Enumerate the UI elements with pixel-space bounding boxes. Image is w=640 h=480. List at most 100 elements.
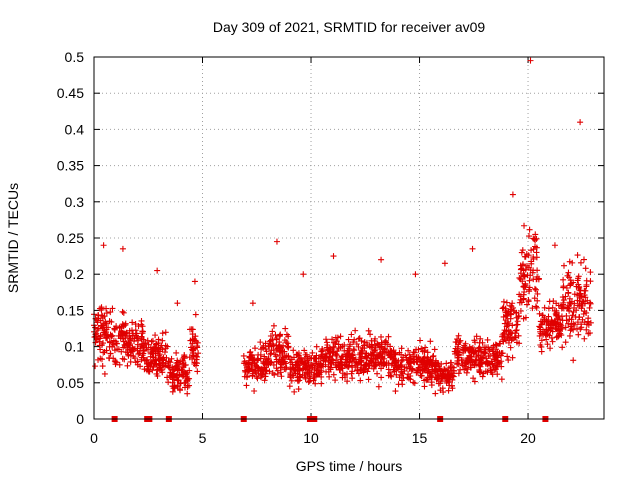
data-point (543, 318, 550, 325)
data-point (516, 274, 523, 281)
data-point (269, 328, 276, 335)
data-point (138, 317, 145, 324)
data-point (454, 357, 461, 364)
data-point (101, 370, 108, 377)
data-point (555, 302, 562, 309)
data-point (392, 388, 399, 395)
chart-title: Day 309 of 2021, SRMTID for receiver av0… (213, 19, 486, 35)
data-point (267, 351, 274, 358)
data-point (409, 366, 416, 373)
data-point (372, 362, 379, 369)
data-point (577, 119, 584, 126)
data-point (303, 362, 310, 369)
data-point (508, 311, 515, 318)
data-point (193, 359, 200, 366)
data-point (560, 297, 567, 304)
y-tick-label: 0.3 (65, 194, 85, 210)
data-point (430, 352, 437, 359)
data-point (500, 313, 507, 320)
data-point (118, 348, 125, 355)
data-point (568, 298, 575, 305)
data-point (173, 349, 180, 356)
data-point (479, 373, 486, 380)
data-point (445, 387, 452, 394)
data-point (318, 380, 325, 387)
data-point (405, 375, 412, 382)
data-point (302, 351, 309, 358)
data-point (438, 373, 445, 380)
data-point (526, 277, 533, 284)
data-point (300, 271, 307, 278)
data-point (327, 358, 334, 365)
data-point (349, 357, 356, 364)
data-point (434, 376, 441, 383)
data-point (584, 318, 591, 325)
data-point (127, 358, 134, 365)
data-point (330, 253, 337, 260)
data-point (262, 364, 269, 371)
data-point (527, 272, 534, 279)
data-point (571, 321, 578, 328)
data-point (580, 256, 587, 263)
data-point (562, 339, 569, 346)
data-point (170, 370, 177, 377)
data-point (374, 370, 381, 377)
data-point (483, 355, 490, 362)
data-point (578, 293, 585, 300)
data-point (332, 334, 339, 341)
data-point (270, 361, 277, 368)
data-point (269, 336, 276, 343)
data-point (587, 300, 594, 307)
data-point (568, 316, 575, 323)
data-point (121, 356, 128, 363)
data-point (448, 383, 455, 390)
data-point (470, 375, 477, 382)
data-point (559, 325, 566, 332)
data-point (426, 359, 433, 366)
data-point (329, 336, 336, 343)
data-point (385, 372, 392, 379)
data-point (364, 354, 371, 361)
data-point (327, 366, 334, 373)
data-point (314, 371, 321, 378)
data-point (109, 305, 116, 312)
data-point (103, 320, 110, 327)
data-point (504, 319, 511, 326)
data-point (424, 369, 431, 376)
data-point (504, 353, 511, 360)
data-point (358, 337, 365, 344)
data-point (132, 321, 139, 328)
data-point (193, 353, 200, 360)
data-point (100, 242, 107, 249)
data-point (270, 322, 277, 329)
data-point (297, 374, 304, 381)
data-point (127, 352, 134, 359)
data-point (418, 345, 425, 352)
data-point (186, 354, 193, 361)
data-point (296, 377, 303, 384)
data-point (257, 351, 264, 358)
data-point (544, 341, 551, 348)
data-point (92, 324, 99, 331)
data-point (178, 366, 185, 373)
data-point (534, 267, 541, 274)
data-point (159, 330, 166, 337)
data-point (385, 333, 392, 340)
data-point (177, 380, 184, 387)
data-point (368, 358, 375, 365)
data-point (132, 359, 139, 366)
data-point (441, 260, 448, 267)
data-point (137, 347, 144, 354)
data-point (390, 366, 397, 373)
data-point (184, 383, 191, 390)
data-point (494, 371, 501, 378)
data-point (174, 300, 181, 307)
data-point (285, 343, 292, 350)
data-point (401, 364, 408, 371)
y-axis-title: SRMTID / TECUs (5, 183, 21, 293)
data-point (448, 359, 455, 366)
data-point (281, 337, 288, 344)
data-point (261, 377, 268, 384)
data-point (496, 359, 503, 366)
data-point (570, 326, 577, 333)
